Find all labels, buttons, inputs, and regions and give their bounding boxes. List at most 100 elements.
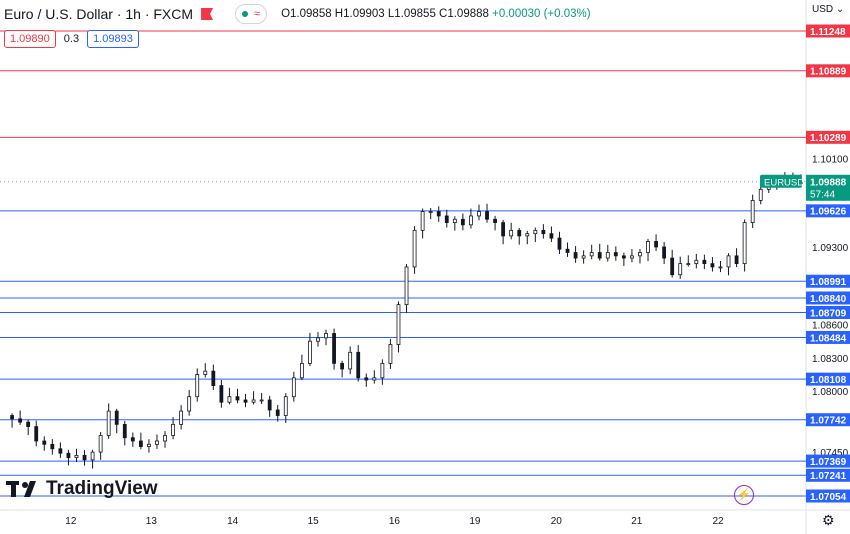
candle-body[interactable] [605,252,610,259]
candle-body[interactable] [388,344,393,364]
candle-body[interactable] [517,229,522,237]
candle-body[interactable] [412,229,417,268]
candle-body[interactable] [501,222,506,237]
candle-body[interactable] [211,370,216,386]
candle-body[interactable] [251,399,256,403]
candle-body[interactable] [10,415,14,420]
tradingview-logo[interactable]: TradingView [6,478,158,500]
candle-body[interactable] [662,246,667,259]
candle-body[interactable] [380,362,385,379]
candle-body[interactable] [549,233,554,239]
sell-price[interactable]: 1.09890 [4,30,56,48]
candle-body[interactable] [122,423,127,439]
candle-body[interactable] [66,452,71,459]
candle-body[interactable] [219,385,224,403]
candle-body[interactable] [541,229,546,235]
candle-body[interactable] [710,263,715,268]
symbol-title[interactable]: Euro / U.S. Dollar · 1h · FXCM [4,6,194,22]
candle-body[interactable] [259,399,264,402]
candle-body[interactable] [348,351,353,370]
candle-body[interactable] [621,255,626,259]
candle-body[interactable] [195,374,200,398]
candle-body[interactable] [613,252,618,257]
candle-body[interactable] [58,448,63,454]
candle-body[interactable] [726,255,731,268]
candle-body[interactable] [718,266,723,269]
candle-body[interactable] [469,215,473,226]
candle-body[interactable] [42,440,47,445]
candle-body[interactable] [18,418,23,423]
candle-body[interactable] [74,455,79,459]
candle-body[interactable] [670,257,675,276]
candle-body[interactable] [750,200,755,223]
candle-body[interactable] [364,377,369,381]
candle-body[interactable] [227,396,232,403]
candle-body[interactable] [308,340,312,364]
candle-body[interactable] [452,218,457,223]
candle-body[interactable] [356,351,361,379]
candle-body[interactable] [275,409,280,416]
lightning-icon[interactable]: ⚡ [734,485,754,505]
candle-body[interactable] [436,211,441,217]
candle-body[interactable] [694,259,699,265]
candle-body[interactable] [90,451,95,461]
candle-body[interactable] [686,263,691,266]
candle-body[interactable] [702,259,707,265]
candle-body[interactable] [573,252,578,259]
candle-body[interactable] [291,377,296,398]
candle-body[interactable] [26,421,31,427]
candle-body[interactable] [485,211,489,220]
candle-body[interactable] [267,399,272,411]
candle-body[interactable] [34,426,39,442]
candle-body[interactable] [243,399,248,403]
candle-body[interactable] [372,377,377,381]
gear-icon[interactable]: ⚙ [822,512,835,528]
candle-body[interactable] [581,255,586,259]
candle-body[interactable] [171,423,175,436]
candle-body[interactable] [742,222,747,265]
candle-body[interactable] [163,435,167,442]
candle-body[interactable] [179,410,184,425]
candle-body[interactable] [82,455,87,461]
candle-body[interactable] [130,437,135,442]
candle-body[interactable] [509,229,514,237]
candle-body[interactable] [324,333,328,339]
candle-body[interactable] [235,396,240,401]
candle-body[interactable] [533,229,538,235]
candle-body[interactable] [98,435,103,453]
candle-body[interactable] [654,241,658,248]
candle-body[interactable] [50,443,55,450]
candle-body[interactable] [316,337,320,342]
candle-body[interactable] [734,255,739,265]
candle-body[interactable] [638,252,642,257]
candle-body[interactable] [283,396,288,416]
candle-body[interactable] [404,266,409,306]
candle-body[interactable] [444,215,449,223]
candle-body[interactable] [460,218,465,226]
candle-body[interactable] [299,362,304,379]
candle-body[interactable] [420,211,425,231]
candle-body[interactable] [493,218,497,223]
candle-body[interactable] [557,237,562,250]
market-status[interactable]: ≈ [235,4,268,24]
candle-body[interactable] [477,211,481,217]
candle-body[interactable] [203,370,208,375]
candle-body[interactable] [589,252,594,257]
buy-price[interactable]: 1.09893 [87,30,139,48]
candle-body[interactable] [646,241,650,253]
candle-body[interactable] [525,233,530,237]
candle-body[interactable] [340,362,345,370]
candle-body[interactable] [565,248,570,253]
candle-body[interactable] [187,396,192,412]
candle-body[interactable] [758,188,763,201]
candle-body[interactable] [630,255,634,259]
candle-body[interactable] [147,443,151,447]
candle-body[interactable] [114,410,119,425]
flag-icon[interactable] [201,8,214,20]
currency-select[interactable]: USD ⌄ [812,4,844,15]
candle-body[interactable] [597,252,602,259]
candle-body[interactable] [106,410,111,436]
candle-body[interactable] [138,440,143,447]
candle-body[interactable] [396,304,401,345]
